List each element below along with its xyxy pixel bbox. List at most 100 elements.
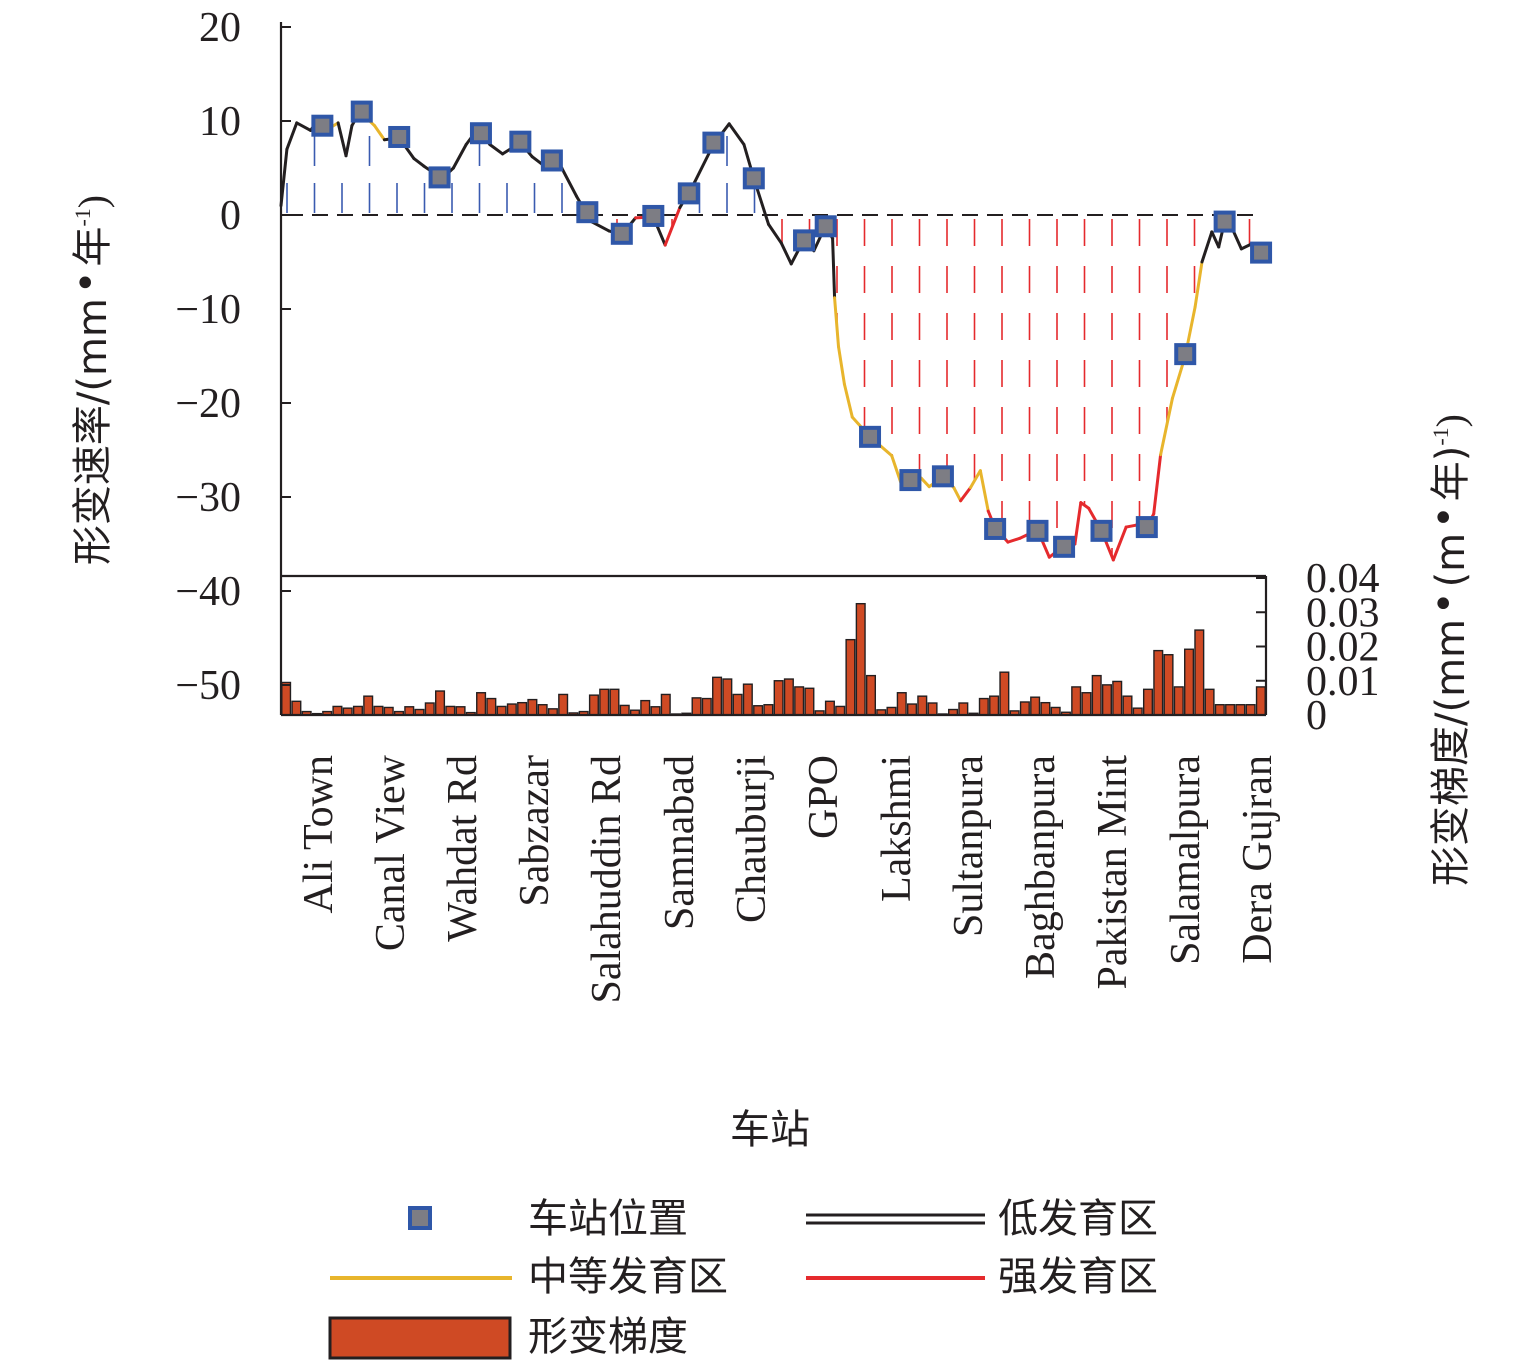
station-marker: [1135, 516, 1158, 539]
station-marker: [702, 131, 725, 154]
station-label: Pakistan Mint: [1090, 755, 1136, 990]
left-y-tick-label: −20: [175, 381, 241, 427]
rate-line-segment-low: [831, 237, 837, 300]
station-label: Dera Gujran: [1235, 755, 1281, 964]
rate-line-segment-low: [779, 241, 793, 266]
rate-line-segment-low: [344, 124, 354, 158]
gradient-bar: [1163, 654, 1174, 716]
right-y-ticks: 0.040.030.020.010: [1256, 556, 1380, 739]
gradient-bar: [1173, 686, 1184, 716]
rate-line-segment-low: [451, 143, 468, 170]
legend: 车站位置 低发育区 中等发育区 强发育区 形变梯度: [328, 1196, 1158, 1360]
rate-line-segment-strong: [1111, 525, 1128, 562]
gradient-bar: [1019, 701, 1030, 716]
gradient-bar: [1122, 695, 1133, 716]
gradient-bar: [1225, 704, 1236, 716]
rate-line-segment-moderate: [833, 296, 841, 349]
station-marker: [1090, 519, 1113, 542]
gradient-bar: [404, 706, 415, 716]
gradient-bar: [1030, 696, 1041, 716]
gradient-bar: [383, 706, 394, 716]
gradient-bar: [701, 697, 712, 716]
right-y-tick-label: 0.02: [1306, 625, 1380, 671]
rate-line-segment-moderate: [837, 345, 846, 386]
station-marker: [576, 201, 599, 224]
gradient-bar: [445, 705, 456, 716]
gradient-bar: [517, 701, 528, 716]
rate-line-segment-moderate: [1193, 260, 1204, 309]
gradient-bar: [527, 698, 538, 716]
deformation-rate-profile: [279, 110, 1263, 562]
station-label: Sabzazar: [512, 755, 558, 907]
rate-line-segment-strong: [1124, 523, 1138, 529]
station-marker: [540, 149, 563, 172]
gradient-bar: [1245, 704, 1256, 716]
rate-line-segment-low: [412, 157, 426, 168]
gradient-bar: [435, 690, 446, 716]
gradient-bars: [281, 602, 1266, 716]
right-y-axis-label: 形变梯度/(mm•(m•年)-1): [1422, 414, 1474, 886]
legend-moderate-zone-label: 中等发育区: [528, 1254, 728, 1300]
rate-line-segment-strong: [1152, 453, 1163, 516]
gradient-bar: [691, 697, 702, 716]
right-y-tick-label: 0: [1306, 693, 1327, 739]
right-y-tick-label: 0.03: [1306, 590, 1380, 636]
station-label: Lakshmi: [874, 755, 920, 902]
station-marker: [350, 100, 373, 123]
gradient-bar: [281, 681, 292, 716]
x-axis-title: 车站: [730, 1107, 810, 1153]
gradient-bar: [958, 702, 969, 716]
station-marker: [899, 469, 922, 492]
rate-line-segment-low: [488, 143, 505, 156]
station-marker: [1053, 535, 1076, 558]
gradient-bar: [1112, 680, 1123, 716]
legend-station-marker-label: 车站位置: [528, 1196, 688, 1242]
rate-line-segment-strong: [663, 205, 682, 247]
station-label: GPO: [801, 755, 847, 839]
gradient-bar: [558, 693, 569, 716]
station-labels: Ali Town Canal View Wahdat Rd Sabzazar Salah…: [296, 754, 1281, 1003]
gradient-bar: [455, 706, 466, 716]
station-label: Sultanpura: [946, 755, 992, 937]
gradient-bar: [896, 692, 907, 716]
station-marker: [610, 222, 633, 245]
station-markers: [311, 100, 1273, 558]
station-label: Canal View: [368, 754, 414, 951]
station-marker: [388, 125, 411, 148]
rate-line-segment-moderate: [978, 469, 990, 513]
gradient-bar: [794, 686, 805, 716]
gradient-bar: [1194, 629, 1205, 716]
gradient-bar: [537, 704, 548, 716]
gradient-bar: [609, 688, 620, 716]
gradient-bar: [1091, 674, 1102, 716]
gradient-bar: [1184, 648, 1195, 716]
gradient-bar: [476, 692, 487, 716]
gradient-bar: [906, 703, 918, 716]
station-marker: [469, 122, 492, 145]
gradient-bar: [999, 671, 1010, 716]
gradient-bar: [824, 700, 835, 716]
rate-line-segment-moderate: [952, 486, 963, 503]
legend-gradient-swatch: [328, 1316, 512, 1360]
gradient-bar: [1050, 706, 1061, 716]
gradient-bar: [989, 695, 1000, 716]
gradient-bar: [373, 705, 384, 716]
gradient-bar: [424, 702, 435, 716]
left-y-tick-label: −30: [175, 475, 241, 521]
station-label: Ali Town: [296, 755, 342, 913]
station-marker: [311, 114, 334, 137]
rate-line-segment-moderate: [1159, 396, 1174, 457]
gradient-bar: [753, 705, 764, 716]
station-marker: [1213, 210, 1236, 233]
right-y-tick-label: 0.04: [1306, 556, 1380, 602]
gradient-bar: [712, 676, 723, 716]
gradient-bar: [1101, 684, 1112, 716]
station-label: Samnabad: [657, 755, 703, 930]
rate-line-segment-low: [1210, 230, 1221, 249]
rate-line-segment-low: [1200, 230, 1214, 264]
station-marker: [1250, 241, 1273, 264]
legend-strong-zone-label: 强发育区: [998, 1254, 1158, 1300]
rate-line-segment-low: [727, 122, 746, 146]
gradient-bar: [1214, 704, 1225, 716]
